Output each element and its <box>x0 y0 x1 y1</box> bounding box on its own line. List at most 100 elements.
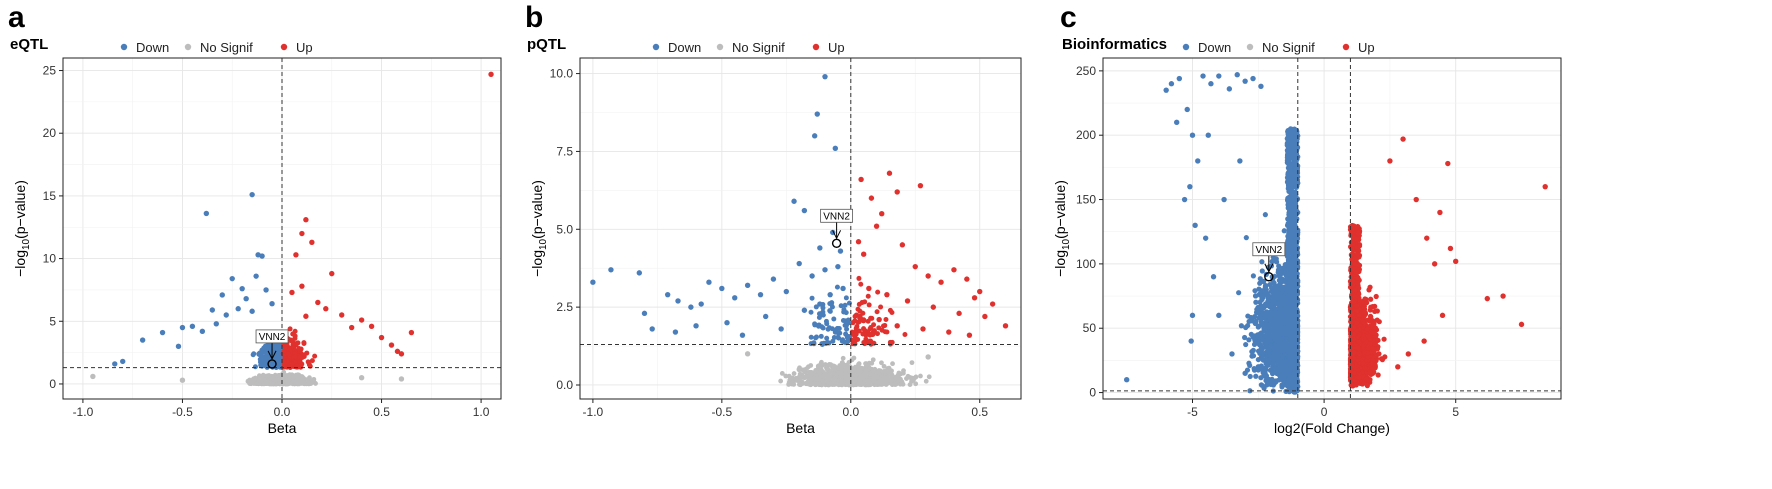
down-point <box>1260 310 1267 316</box>
down-point <box>243 296 249 302</box>
down-point <box>1247 373 1253 380</box>
x-tick-label: 0.0 <box>274 405 291 419</box>
down-point <box>1236 290 1242 296</box>
nosig-point <box>306 381 312 387</box>
down-point <box>719 285 725 292</box>
up-point <box>309 239 315 245</box>
up-point <box>312 353 318 359</box>
down-point <box>1265 359 1272 365</box>
nosig-point <box>840 355 846 361</box>
nosig-point <box>838 365 844 371</box>
down-point <box>814 111 820 117</box>
up-point <box>876 325 882 331</box>
legend-nosig-marker <box>184 43 192 51</box>
y-tick-label: 20 <box>43 126 57 140</box>
down-point <box>826 325 832 331</box>
down-point <box>1273 379 1279 385</box>
up-point <box>339 312 345 318</box>
up-point <box>880 323 886 329</box>
nosig-point <box>851 355 857 361</box>
down-point <box>1287 164 1293 170</box>
legend-up-label: Up <box>296 40 313 55</box>
down-point <box>1264 354 1271 360</box>
down-point <box>818 333 824 339</box>
legend-down-label: Down <box>668 40 701 55</box>
nosig-point <box>791 381 797 387</box>
nosig-point <box>856 361 862 367</box>
down-point <box>636 270 643 276</box>
down-point <box>843 295 849 301</box>
up-point <box>853 325 859 331</box>
up-point <box>930 304 937 310</box>
legend-down-marker <box>1182 43 1190 51</box>
y-tick-label: 5.0 <box>556 222 573 236</box>
down-point <box>824 321 830 327</box>
down-point <box>824 335 830 341</box>
down-point <box>1270 360 1277 366</box>
down-point <box>1290 269 1297 275</box>
down-point <box>698 301 704 307</box>
nosig-point <box>890 361 895 367</box>
up-point <box>292 354 298 360</box>
down-point <box>840 285 846 292</box>
legend: Down No Signif Up <box>652 40 845 55</box>
up-point <box>287 326 293 332</box>
nosig-point <box>807 380 812 386</box>
down-point <box>1246 360 1252 366</box>
up-point <box>977 288 983 295</box>
down-point <box>688 304 694 310</box>
down-point <box>1285 157 1291 163</box>
down-point <box>1292 197 1298 204</box>
down-point <box>1290 255 1296 261</box>
legend-up-marker <box>1342 43 1350 51</box>
down-point <box>249 308 255 314</box>
down-point <box>1294 235 1301 242</box>
down-point <box>1285 282 1292 288</box>
nosig-point <box>900 370 906 376</box>
down-point <box>813 304 819 310</box>
grid <box>580 58 1021 399</box>
up-point <box>323 306 329 312</box>
down-point <box>1286 235 1292 241</box>
legend-up-marker <box>812 43 820 51</box>
up-point <box>285 351 291 357</box>
nosig-point <box>843 376 849 381</box>
down-point <box>1291 368 1297 375</box>
down-point <box>1288 343 1294 349</box>
legend-down-marker <box>652 43 660 51</box>
nosig-point <box>870 377 876 383</box>
legend-down-label: Down <box>1198 40 1231 55</box>
up-point <box>860 310 866 316</box>
down-point <box>1248 314 1254 321</box>
nosig-point <box>270 376 276 382</box>
up-point <box>852 313 858 319</box>
x-tick-label: -0.5 <box>711 405 732 419</box>
down-point <box>838 303 844 309</box>
up-point <box>301 340 307 346</box>
down-point <box>1275 354 1281 360</box>
up-point <box>1002 323 1009 329</box>
nosig-point <box>832 376 838 381</box>
up-point <box>966 332 973 338</box>
down-point <box>706 279 712 285</box>
up-point <box>899 242 906 248</box>
nosig-point <box>818 381 823 387</box>
up-point <box>868 315 874 321</box>
nosig-point <box>881 373 886 379</box>
down-point <box>1246 318 1252 325</box>
down-point <box>267 347 273 353</box>
up-point <box>408 329 415 336</box>
panel-letter: c <box>1060 1 1077 34</box>
nosig-point <box>905 373 911 379</box>
down-point <box>832 327 838 333</box>
down-point <box>199 328 206 335</box>
nosig-point <box>358 374 365 381</box>
up-point <box>398 351 405 357</box>
down-point <box>1272 344 1278 350</box>
down-point <box>1263 327 1269 333</box>
point-cloud <box>245 326 318 387</box>
nosig-point <box>843 367 848 373</box>
up-point <box>874 331 880 337</box>
down-point <box>1254 306 1260 313</box>
